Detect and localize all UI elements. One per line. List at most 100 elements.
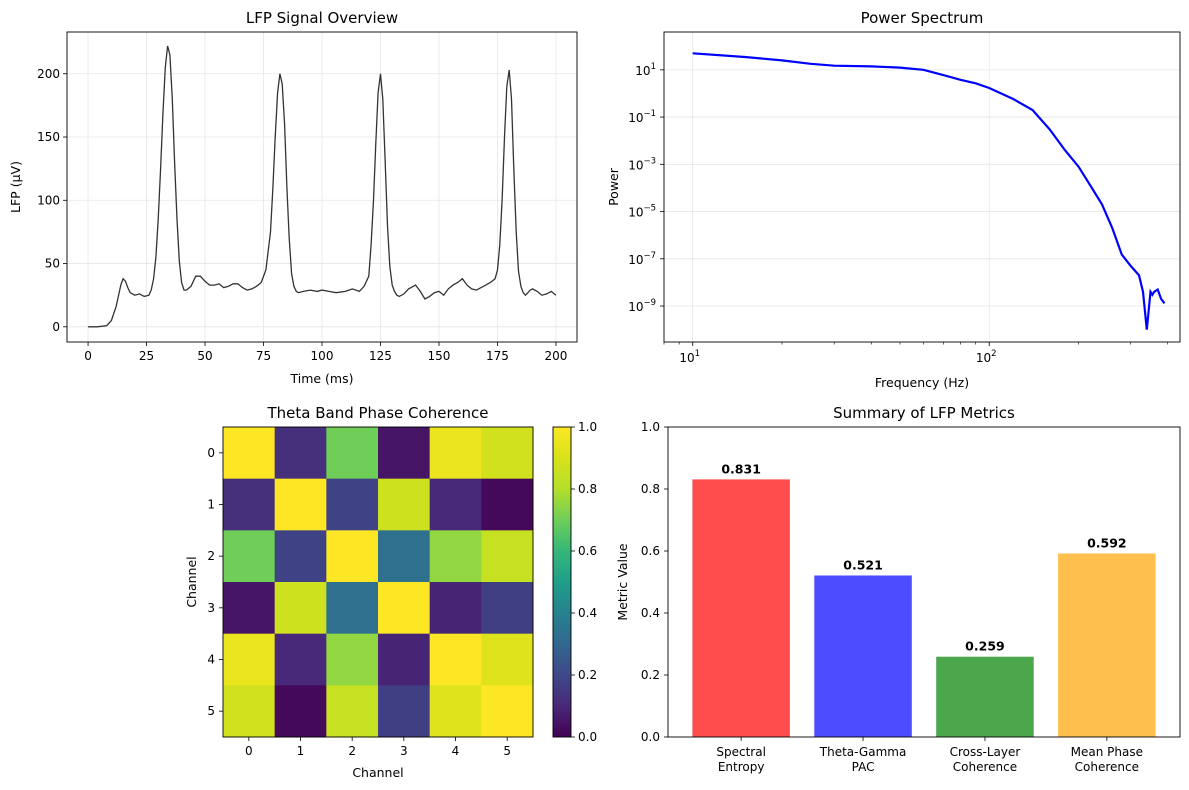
x-tick-label: 2 xyxy=(348,744,356,758)
lfp-ticks: 0 25 50 75 100 125 150 175 200 0 50 100 150 200 xyxy=(37,67,567,363)
heatmap-cell xyxy=(223,633,276,686)
x-tick-label: 200 xyxy=(544,349,567,363)
y-tick-label: 0.0 xyxy=(641,730,660,744)
heatmap-cell xyxy=(223,685,276,738)
heatmap-cell xyxy=(378,633,431,686)
y-tick-label: 5 xyxy=(207,704,215,718)
spectrum-ylabel: Power xyxy=(606,167,621,206)
lfp-grid xyxy=(67,32,577,342)
x-tick-label: 5 xyxy=(503,744,511,758)
colorbar-tick-label: 0.0 xyxy=(578,730,597,744)
x-tick-label: 102 xyxy=(976,349,997,365)
heatmap-cell xyxy=(429,685,482,738)
heatmap-cell xyxy=(274,582,327,635)
x-tick-label: 75 xyxy=(256,349,271,363)
x-tick-label: 175 xyxy=(486,349,509,363)
bar-value-label: 0.521 xyxy=(843,557,883,572)
category-label: Coherence xyxy=(953,760,1017,774)
x-tick-label: 101 xyxy=(679,349,700,365)
panel-power-spectrum: 101 102 10−9 10−7 10−5 10−3 10−1 101 Power Spec… xyxy=(606,9,1181,390)
metric-bar xyxy=(814,575,912,737)
y-tick-label: 0 xyxy=(207,446,215,460)
heatmap-cell xyxy=(481,582,534,635)
category-label: Mean Phase xyxy=(1071,745,1143,759)
heatmap-cell xyxy=(223,427,276,480)
y-tick-label: 10−5 xyxy=(628,204,656,220)
y-tick-label: 0 xyxy=(52,320,60,334)
y-tick-label: 0.2 xyxy=(641,668,660,682)
y-tick-label: 10−7 xyxy=(628,251,656,267)
spectrum-xlabel: Frequency (Hz) xyxy=(875,375,969,390)
heatmap-cell xyxy=(481,685,534,738)
heatmap-cell xyxy=(481,427,534,480)
bar-value-label: 0.259 xyxy=(965,639,1005,654)
heatmap-cell xyxy=(378,478,431,531)
heatmap-cell xyxy=(481,530,534,583)
heatmap-cell xyxy=(274,685,327,738)
heatmap-cell xyxy=(326,582,379,635)
heatmap-ticks: 0 1 2 3 4 5 0 1 2 3 4 5 xyxy=(207,446,511,758)
metrics-ylabel: Metric Value xyxy=(615,543,630,620)
heatmap-cell xyxy=(378,685,431,738)
lfp-signal-line xyxy=(88,45,557,328)
y-tick-label: 2 xyxy=(207,549,215,563)
metric-bar xyxy=(1058,553,1156,737)
heatmap-cell xyxy=(429,530,482,583)
x-tick-label: 0 xyxy=(84,349,92,363)
bar-value-label: 0.831 xyxy=(721,461,761,476)
heatmap-cells xyxy=(223,427,534,738)
colorbar-tick-label: 0.6 xyxy=(578,544,597,558)
y-tick-label: 50 xyxy=(45,257,60,271)
y-tick-label: 0.6 xyxy=(641,544,660,558)
lfp-xlabel: Time (ms) xyxy=(289,371,353,386)
colorbar-tick-label: 1.0 xyxy=(578,420,597,434)
heatmap-title: Theta Band Phase Coherence xyxy=(266,404,488,422)
y-tick-label: 0.8 xyxy=(641,482,660,496)
y-tick-label: 10−3 xyxy=(628,156,656,172)
heatmap-cell xyxy=(223,582,276,635)
heatmap-cell xyxy=(326,478,379,531)
lfp-ylabel: LFP (µV) xyxy=(8,161,23,213)
heatmap-xlabel: Channel xyxy=(352,765,403,780)
category-label: Theta-Gamma xyxy=(819,745,907,759)
panel-lfp-signal: 0 25 50 75 100 125 150 175 200 0 50 100 150 200 LFP S… xyxy=(8,9,578,386)
y-tick-label: 10−1 xyxy=(628,109,656,125)
category-label: Cross-Layer xyxy=(950,745,1021,759)
y-tick-label: 3 xyxy=(207,601,215,615)
heatmap-cell xyxy=(378,530,431,583)
metrics-title: Summary of LFP Metrics xyxy=(833,404,1015,422)
heatmap-cell xyxy=(223,530,276,583)
colorbar-tick-label: 0.4 xyxy=(578,606,597,620)
heatmap-cell xyxy=(274,427,327,480)
heatmap-frame xyxy=(222,426,534,738)
heatmap-cell xyxy=(326,685,379,738)
category-label: Spectral xyxy=(716,745,766,759)
spectrum-line xyxy=(692,52,1166,330)
panel-coherence-heatmap: 0 1 2 3 4 5 0 1 2 3 4 5 0.0 0.2 0.4 0.6 0.8 1.0 Theta Ba… xyxy=(184,404,597,780)
y-tick-label: 1 xyxy=(207,498,215,512)
y-tick-label: 10−9 xyxy=(628,298,656,314)
heatmap-cell xyxy=(429,427,482,480)
spectrum-title: Power Spectrum xyxy=(861,9,984,27)
colorbar-tick-label: 0.8 xyxy=(578,482,597,496)
colorbar xyxy=(552,426,572,738)
heatmap-cell xyxy=(274,530,327,583)
x-tick-label: 50 xyxy=(197,349,212,363)
heatmap-cell xyxy=(274,633,327,686)
x-tick-label: 3 xyxy=(400,744,408,758)
heatmap-cell xyxy=(378,427,431,480)
x-tick-label: 125 xyxy=(369,349,392,363)
metric-bar xyxy=(692,479,790,737)
heatmap-cell xyxy=(223,478,276,531)
y-tick-label: 101 xyxy=(635,62,656,78)
y-tick-label: 150 xyxy=(37,130,60,144)
colorbar-ticks: 0.0 0.2 0.4 0.6 0.8 1.0 xyxy=(571,420,597,744)
x-tick-label: 25 xyxy=(139,349,154,363)
metrics-axes-frame xyxy=(667,426,1181,738)
x-tick-label: 150 xyxy=(428,349,451,363)
lfp-title: LFP Signal Overview xyxy=(246,9,398,27)
heatmap-cell xyxy=(274,478,327,531)
